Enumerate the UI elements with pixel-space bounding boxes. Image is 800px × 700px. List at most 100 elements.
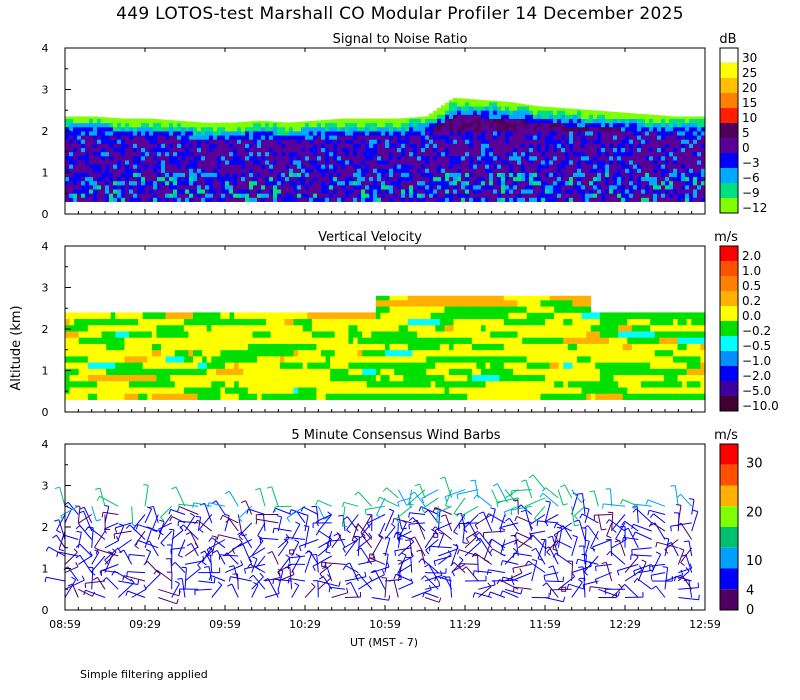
snr-cell: [97, 131, 102, 136]
snr-cell: [405, 168, 410, 173]
snr-cell: [85, 143, 90, 148]
snr-cell: [513, 135, 518, 140]
snr-cell: [533, 147, 538, 153]
snr-cell: [321, 184, 326, 190]
velocity-cell: [298, 374, 304, 382]
velocity-cell: [257, 374, 262, 382]
velocity-cell: [65, 380, 70, 388]
snr-cell: [125, 155, 130, 161]
velocity-cell: [339, 355, 345, 363]
snr-cell: [397, 131, 402, 136]
snr-cell: [249, 126, 254, 132]
snr-cell: [505, 135, 510, 140]
velocity-cell: [407, 362, 413, 369]
snr-cell: [109, 160, 114, 165]
velocity-cell: [106, 312, 112, 320]
velocity-cell: [380, 368, 386, 376]
velocity-cell: [142, 331, 148, 338]
velocity-cell: [444, 295, 450, 301]
velocity-cell: [87, 349, 93, 357]
snr-cell: [577, 135, 582, 140]
velocity-cell: [430, 362, 436, 369]
velocity-cell: [302, 349, 308, 357]
velocity-cell: [426, 349, 432, 357]
velocity-cell: [65, 337, 70, 344]
velocity-cell: [503, 393, 509, 400]
snr-cell: [605, 172, 610, 178]
snr-cell: [345, 155, 350, 161]
snr-cell: [77, 147, 82, 153]
snr-cell: [597, 147, 602, 153]
velocity-cell: [261, 349, 267, 357]
snr-cell: [269, 184, 274, 190]
velocity-cell: [325, 331, 331, 338]
snr-cell: [209, 135, 214, 140]
snr-cell: [121, 180, 126, 186]
snr-cell: [449, 172, 454, 178]
snr-cell: [685, 116, 690, 119]
snr-cell: [113, 180, 118, 186]
snr-cell: [69, 176, 74, 182]
snr-cell: [273, 121, 278, 124]
snr-cell: [425, 116, 430, 119]
velocity-cell: [279, 380, 285, 388]
snr-cell: [505, 101, 510, 107]
snr-cell: [257, 197, 262, 202]
snr-cell: [113, 197, 118, 202]
velocity-cell: [481, 299, 486, 307]
snr-cell: [661, 193, 666, 198]
snr-cell: [385, 122, 390, 128]
snr-cell: [69, 143, 74, 148]
snr-cell: [449, 143, 454, 148]
velocity-cell: [183, 362, 189, 369]
velocity-cell: [508, 299, 514, 307]
snr-cell: [689, 184, 694, 190]
velocity-cell: [110, 331, 116, 338]
velocity-cell: [366, 324, 372, 332]
snr-cell: [117, 135, 122, 140]
snr-cell: [529, 197, 534, 202]
snr-cell: [445, 118, 450, 124]
snr-cell: [141, 118, 146, 124]
snr-cell: [281, 160, 286, 165]
snr-cell: [689, 168, 694, 173]
velocity-cell: [83, 380, 89, 388]
velocity-cell: [193, 393, 198, 400]
snr-cell: [553, 168, 558, 173]
velocity-cell: [403, 355, 409, 363]
snr-cell: [673, 116, 678, 119]
snr-cell: [153, 189, 158, 194]
snr-cell: [233, 122, 238, 128]
velocity-cell: [385, 299, 390, 307]
velocity-cell: [325, 343, 331, 351]
velocity-cell: [426, 343, 432, 351]
snr-cell: [229, 151, 234, 157]
snr-cell: [101, 168, 106, 173]
snr-cell: [481, 122, 486, 128]
snr-cell: [645, 114, 650, 119]
velocity-cell: [343, 387, 349, 394]
velocity-cell: [366, 362, 372, 369]
snr-cell: [685, 193, 690, 198]
snr-cell: [485, 101, 490, 107]
velocity-cell: [380, 306, 386, 313]
snr-cell: [165, 184, 170, 190]
velocity-cell: [449, 387, 454, 394]
snr-cell: [653, 135, 658, 140]
snr-cell: [665, 151, 670, 157]
snr-cell: [221, 184, 226, 190]
snr-cell: [577, 114, 582, 119]
snr-cell: [533, 122, 538, 128]
velocity-cell: [133, 337, 139, 344]
snr-cell: [69, 135, 74, 140]
snr-cell: [277, 143, 282, 148]
snr-cell: [481, 118, 486, 124]
snr-cell: [369, 147, 374, 153]
snr-cell: [537, 131, 542, 136]
snr-cell: [457, 168, 462, 173]
velocity-cell: [375, 374, 381, 382]
snr-cell: [77, 168, 82, 173]
velocity-cell: [366, 374, 372, 382]
velocity-cell: [385, 380, 390, 388]
